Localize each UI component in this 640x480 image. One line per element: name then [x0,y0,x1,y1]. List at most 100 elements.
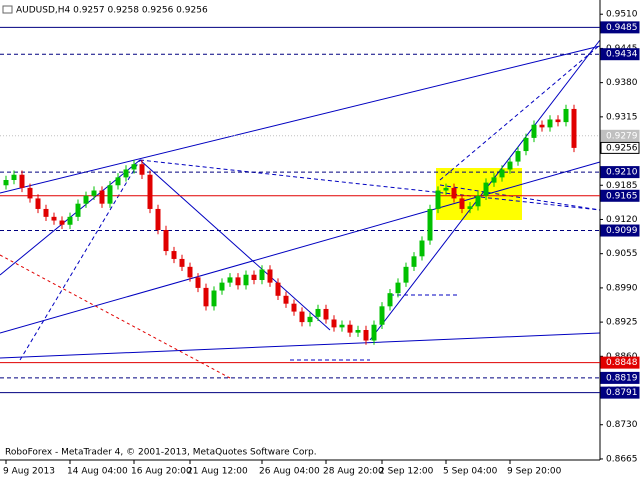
candle-body [219,282,225,291]
candle-body [83,195,89,204]
candle-body [355,330,361,333]
y-tick-label: 0.9315 [606,112,638,122]
candle-body [115,177,121,186]
candle-body [411,256,417,267]
y-tick-label: 0.8925 [606,318,638,328]
level-box [600,48,640,61]
x-tick-label: 5 Sep 04:00 [443,467,498,477]
x-tick-label: 21 Aug 12:00 [187,467,248,477]
y-tick-label: 0.8730 [606,420,638,430]
candle-body [507,161,513,170]
candle-body [315,308,321,317]
candle-body [571,108,577,148]
candle-body [179,258,185,267]
highlight-zone [436,168,522,220]
level-box [600,189,640,202]
candle-body [67,216,73,225]
candle-body [531,124,537,138]
y-tick-label: 0.9510 [606,10,638,20]
candle-body [363,330,369,341]
candle-body [515,151,521,162]
level-label: 0.9256 [606,143,638,153]
candle-body [499,169,505,178]
candle-body [43,208,49,217]
candle-body [203,287,209,307]
candle-body [171,251,177,259]
candle-body [291,303,297,312]
level-label: 0.9485 [606,23,638,33]
level-label: 0.9165 [606,191,638,201]
level-label: 0.9099 [606,226,638,236]
candle-body [427,208,433,241]
candle-body [563,108,569,123]
level-box [600,224,640,237]
candle-body [123,169,129,178]
candle-body [459,198,465,209]
candle-body [555,119,561,123]
x-tick-label: 14 Aug 04:00 [67,467,128,477]
candle-body [211,290,217,307]
candle-body [243,274,249,286]
y-tick-label: 0.9185 [606,181,638,191]
candle-body [395,282,401,294]
candle-body [3,180,9,186]
y-tick-label: 0.9380 [606,78,638,88]
x-tick-label: 2 Sep 12:00 [379,467,434,477]
candle-body [275,282,281,296]
candle-body [195,277,201,288]
candle-body [379,306,385,325]
chart-title: AUDUSD,H4 0.9257 0.9258 0.9256 0.9256 [16,6,208,16]
level-label: 0.8819 [606,373,638,383]
candle-body [131,164,137,170]
level-box [600,386,640,399]
candle-body [331,319,337,328]
y-tick-label: 0.9120 [606,215,638,225]
candle-body [139,164,145,175]
level-box [600,356,640,369]
candle-body [227,277,233,283]
candle-body [443,187,449,191]
candle-body [435,190,441,209]
candle-body [163,230,169,252]
candle-body [75,203,81,217]
candle-body [371,324,377,341]
level-box [600,141,640,154]
candle-body [51,216,57,221]
y-tick-label: 0.9055 [606,249,638,259]
level-label: 0.9210 [606,168,638,178]
footer: RoboForex - MetaTrader 4, © 2001-2013, M… [5,448,317,458]
candle-body [107,185,113,204]
level-label: 0.9434 [606,50,638,60]
candle-body [539,124,545,128]
candle-body [451,187,457,199]
candle-body [307,316,313,323]
candle-body [387,293,393,307]
candle-body [35,198,41,209]
symbol-icon [2,5,13,14]
candle-body [19,174,25,188]
candle-body [299,311,305,323]
x-tick-label: 9 Aug 2013 [3,467,55,477]
candle-body [467,206,473,209]
x-tick-label: 16 Aug 20:00 [131,467,192,477]
level-box [600,129,640,142]
candle-body [59,220,65,225]
candle-body [483,182,489,196]
x-tick-label: 28 Aug 20:00 [323,467,384,477]
candle-body [91,190,97,196]
candle-body [99,190,105,204]
level-label: 0.8791 [606,388,638,398]
candle-body [235,277,241,286]
level-label: 0.8848 [606,358,638,368]
level-label: 0.9279 [606,131,638,141]
level-box [600,21,640,34]
red-trend [0,254,231,379]
candle-body [147,174,153,209]
y-tick-label: 0.8990 [606,283,638,293]
candle-body [155,208,161,230]
candle-body [251,274,257,280]
candle-body [283,295,289,304]
x-tick-label: 26 Aug 04:00 [259,467,320,477]
